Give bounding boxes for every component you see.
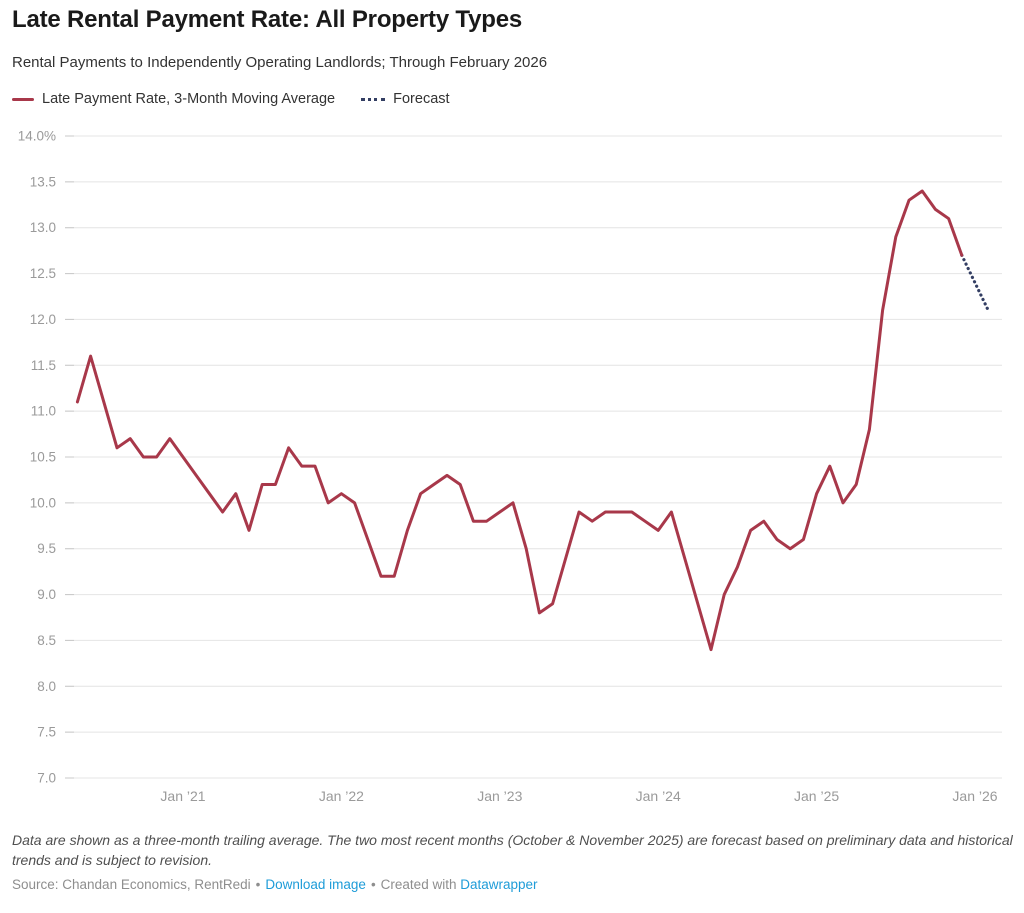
svg-text:12.5: 12.5 (30, 266, 56, 281)
svg-text:7.5: 7.5 (37, 725, 56, 740)
svg-text:Jan ’23: Jan ’23 (477, 788, 522, 804)
separator-bullet: • (255, 877, 261, 892)
svg-text:Jan ’24: Jan ’24 (636, 788, 681, 804)
svg-text:13.0: 13.0 (30, 220, 56, 235)
svg-text:9.0: 9.0 (37, 587, 56, 602)
download-image-link[interactable]: Download image (265, 877, 366, 892)
svg-text:10.5: 10.5 (30, 450, 56, 465)
separator-bullet: • (370, 877, 376, 892)
svg-text:12.0: 12.0 (30, 312, 56, 327)
svg-text:8.0: 8.0 (37, 679, 56, 694)
legend-item-series: Late Payment Rate, 3-Month Moving Averag… (12, 91, 335, 107)
page-title: Late Rental Payment Rate: All Property T… (12, 6, 523, 33)
series-line-swatch-icon (12, 97, 34, 101)
legend-forecast-label: Forecast (393, 91, 450, 107)
legend-item-forecast: Forecast (361, 91, 450, 107)
chart-footnote: Data are shown as a three-month trailing… (12, 832, 1013, 868)
svg-text:14.0%: 14.0% (18, 129, 56, 144)
svg-text:11.0: 11.0 (31, 404, 56, 419)
forecast-dotted-swatch-icon (361, 97, 386, 101)
source-text: Source: Chandan Economics, RentRedi (12, 877, 251, 892)
svg-text:8.5: 8.5 (37, 633, 56, 648)
svg-text:10.0: 10.0 (30, 495, 56, 510)
source-line: Source: Chandan Economics, RentRedi • Down… (12, 877, 538, 892)
chart-legend: Late Payment Rate, 3-Month Moving Averag… (12, 91, 450, 107)
chart-subtitle: Rental Payments to Independently Operati… (12, 54, 548, 71)
created-with-text: Created with (380, 877, 457, 892)
svg-text:11.5: 11.5 (31, 358, 56, 373)
svg-text:Jan ’25: Jan ’25 (794, 788, 839, 804)
datawrapper-link[interactable]: Datawrapper (460, 877, 538, 892)
svg-text:Jan ’26: Jan ’26 (952, 788, 997, 804)
svg-text:Jan ’22: Jan ’22 (319, 788, 364, 804)
legend-series-label: Late Payment Rate, 3-Month Moving Averag… (42, 91, 336, 107)
svg-text:7.0: 7.0 (37, 771, 56, 786)
svg-text:9.5: 9.5 (37, 541, 56, 556)
svg-text:13.5: 13.5 (30, 174, 56, 189)
svg-text:Jan ’21: Jan ’21 (160, 788, 205, 804)
